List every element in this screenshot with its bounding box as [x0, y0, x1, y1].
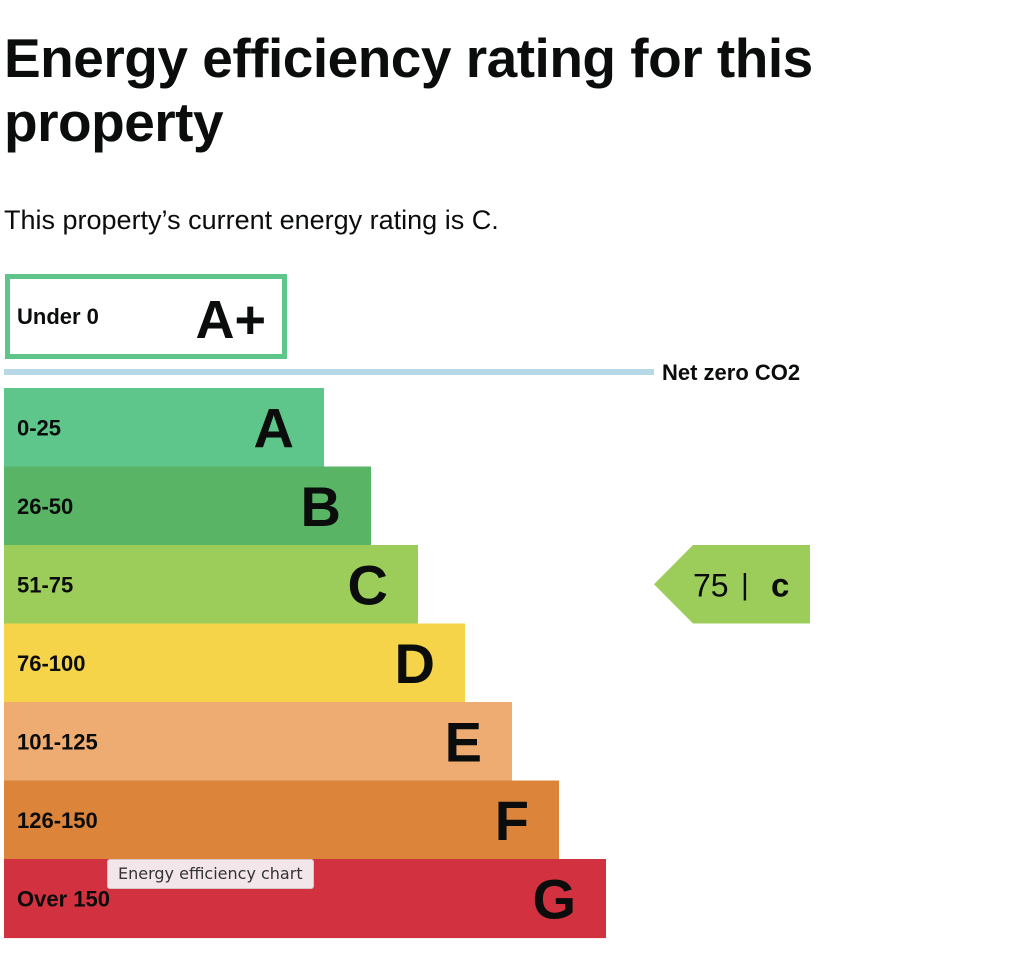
net-zero-line — [4, 369, 654, 375]
band-g-letter: G — [532, 867, 576, 930]
band-b-letter: B — [301, 475, 341, 538]
current-rating-separator: | — [741, 568, 749, 601]
current-rating-arrow — [654, 545, 810, 624]
current-rating-letter: c — [771, 566, 789, 603]
band-d-range: 76-100 — [17, 651, 86, 676]
band-e-range: 101-125 — [17, 729, 98, 754]
page-title: Energy efficiency rating for this proper… — [4, 27, 813, 153]
band-aplus-range: Under 0 — [17, 304, 99, 329]
band-c-bar — [4, 545, 418, 625]
current-rating-score: 75 — [693, 567, 729, 603]
net-zero-label: Net zero CO2 — [662, 360, 800, 385]
band-f-letter: F — [495, 789, 529, 852]
band-b-range: 26-50 — [17, 494, 73, 519]
band-aplus-box — [5, 274, 287, 359]
band-f-bar — [4, 780, 559, 860]
chart-tooltip: Energy efficiency chart — [107, 859, 314, 889]
band-g-range: Over 150 — [17, 886, 110, 911]
band-aplus-letter: A+ — [195, 290, 266, 350]
band-a-range: 0-25 — [17, 415, 61, 440]
rating-summary: This property’s current energy rating is… — [4, 205, 499, 235]
band-e-bar — [4, 702, 512, 782]
band-a-bar — [4, 388, 324, 468]
band-c-range: 51-75 — [17, 572, 73, 597]
band-d-letter: D — [395, 632, 435, 695]
band-b-bar — [4, 466, 371, 546]
band-f-range: 126-150 — [17, 808, 98, 833]
band-e-letter: E — [445, 710, 482, 773]
band-c-letter: C — [348, 553, 388, 616]
band-a-letter: A — [254, 396, 294, 459]
band-d-bar — [4, 623, 465, 703]
